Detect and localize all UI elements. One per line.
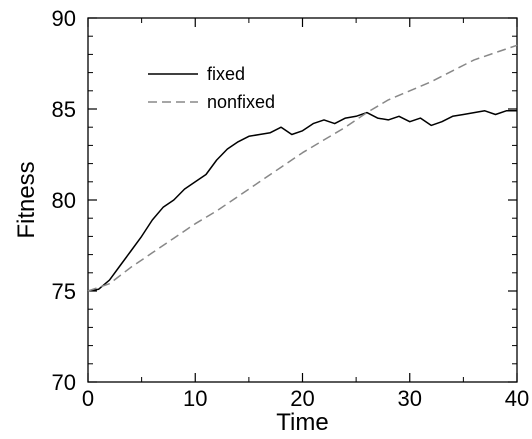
axis-ticks: 0 10 20 30 40 70 75 80 85 90 [52,6,530,411]
plot-area-border [87,17,518,383]
x-tick-label: 10 [183,386,207,411]
plot-frame [87,17,518,383]
x-axis-title: Time [276,409,328,436]
y-tick-label: 70 [52,370,76,395]
legend-label-fixed: fixed [207,64,245,84]
x-tick-label: 30 [398,386,422,411]
y-axis-title: Fitness [13,161,40,238]
y-tick-label: 80 [52,188,76,213]
y-tick-label: 90 [52,6,76,31]
y-tick-label: 75 [52,279,76,304]
x-tick-label: 20 [290,386,314,411]
series-lines [87,44,518,292]
series-line-nonfixed [87,44,518,292]
series-line-fixed [87,110,517,292]
legend-label-nonfixed: nonfixed [207,92,275,112]
legend: fixed nonfixed [148,64,275,112]
x-tick-label: 40 [505,386,529,411]
y-tick-label: 85 [52,97,76,122]
x-tick-label: 0 [82,386,94,411]
